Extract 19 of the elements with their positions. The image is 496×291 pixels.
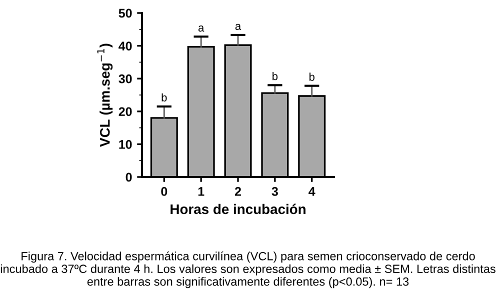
x-tick-label: 3	[272, 187, 278, 196]
x-tick-label: 0	[161, 187, 168, 196]
x-tick-label: 1	[198, 187, 204, 196]
annotation: b	[309, 72, 314, 81]
annotation: a	[235, 24, 242, 30]
text: Figura 7. Velocidad espermática curvilínea (VCL) para semen crioconservado de cerdo incubado a 37ºC durante 4 h. Los valores son expresados como media ± SEM. Letras distintas entre barras son significativamente diferentes (p<0.05). n= 13	[0, 252, 496, 288]
y-tick-label: 30	[118, 74, 132, 84]
y-tick-label: 0	[126, 172, 132, 182]
y-tick-label: 10	[119, 140, 132, 149]
annotation: b	[162, 93, 167, 102]
x-tick-label: 4	[308, 187, 316, 196]
y-tick-label: 40	[118, 42, 132, 50]
annotation: b	[272, 72, 278, 80]
y-tick-label: 20	[118, 107, 132, 116]
y-tick-label: 50	[118, 8, 132, 18]
y-axis-title: VCL (µm.seg$^{−1}$)	[97, 44, 113, 147]
x-axis-title: Horas de incubación	[170, 204, 306, 214]
x-tick-label: 2	[234, 187, 241, 196]
annotation: a	[198, 26, 204, 32]
